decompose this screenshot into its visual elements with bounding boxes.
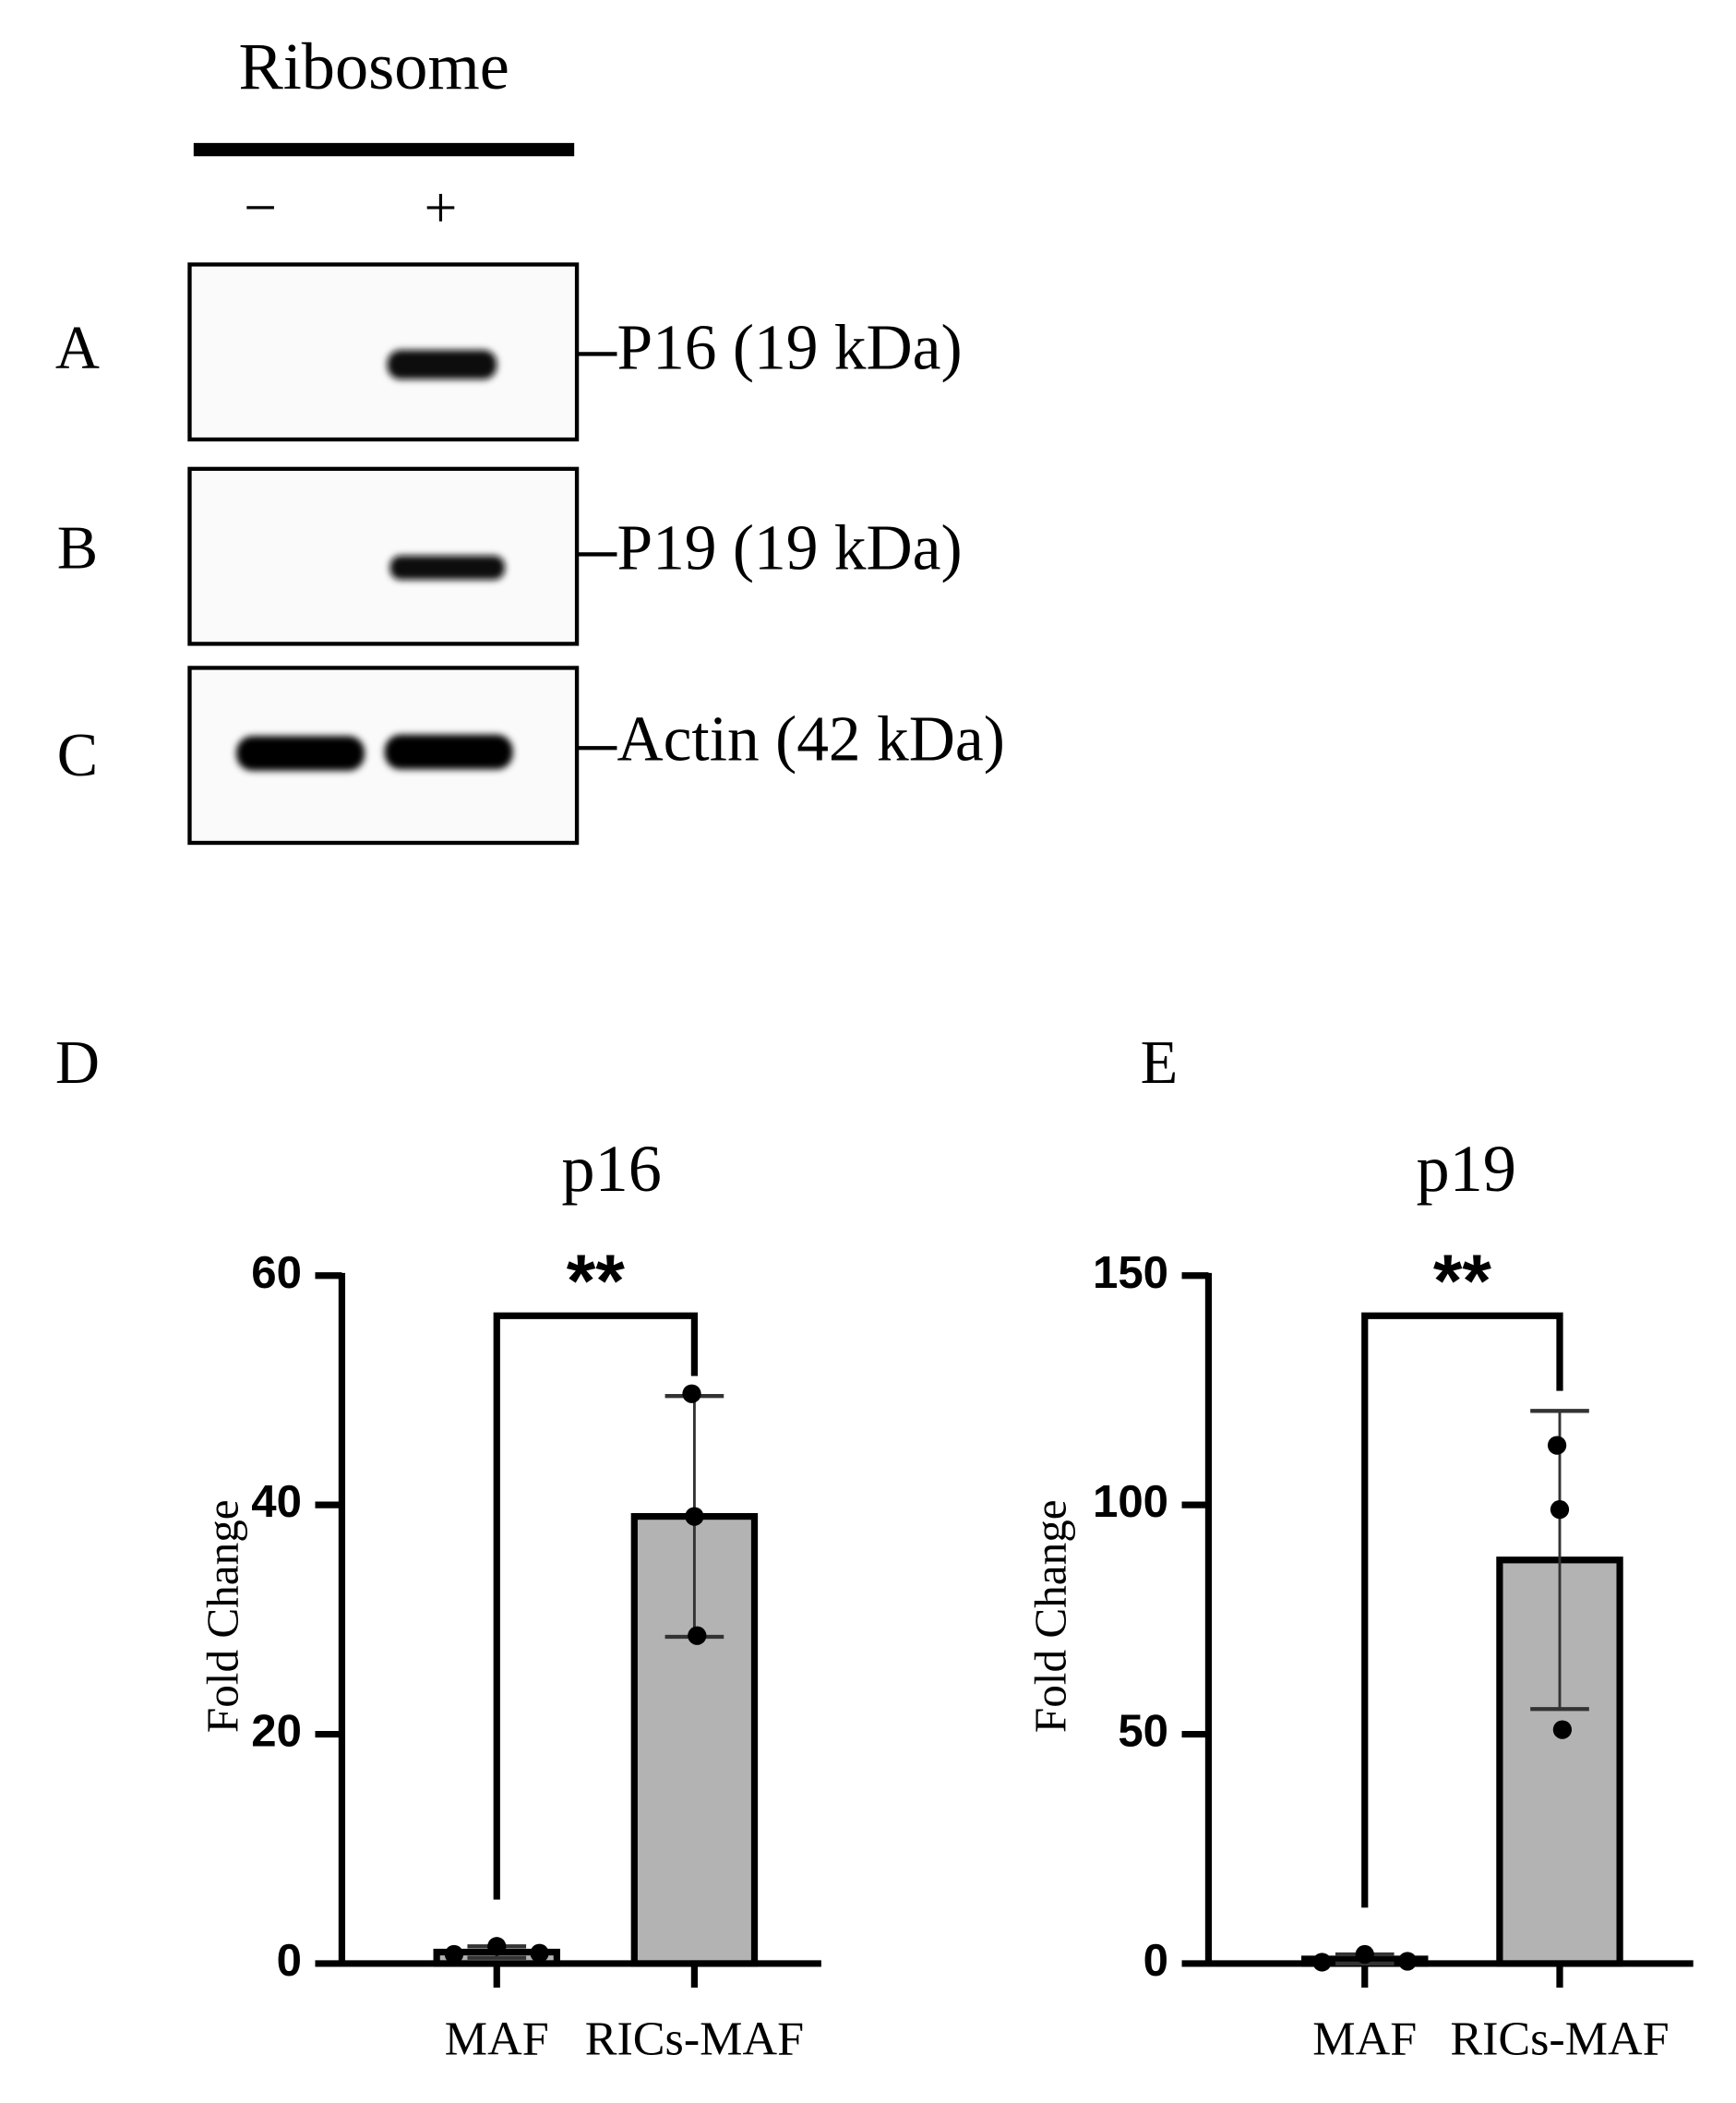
significance-bracket: [1361, 1312, 1563, 1908]
band: [389, 555, 505, 580]
y-tick-label: 50: [1118, 1706, 1168, 1757]
panel-label: D: [55, 1029, 100, 1097]
x-tick-label: MAF: [1312, 2013, 1417, 2066]
y-axis-label: Fold Change: [1024, 1499, 1075, 1733]
data-point: [1312, 1953, 1332, 1972]
band: [384, 734, 513, 770]
data-point: [1552, 1720, 1573, 1739]
panel-label: B: [57, 515, 98, 583]
blot-box: [187, 262, 580, 442]
lane-label: −: [244, 174, 277, 240]
x-tick-label: RICs-MAF: [1450, 2013, 1669, 2066]
chart-title: p16: [561, 1132, 662, 1206]
data-point: [1397, 1952, 1418, 1971]
x-tick-label: MAF: [445, 2013, 549, 2066]
data-point: [688, 1626, 707, 1645]
blot-title: Ribosome: [238, 30, 509, 103]
y-tick-label: 40: [251, 1476, 302, 1527]
panel-label: E: [1141, 1029, 1179, 1097]
y-tick-label: 100: [1093, 1476, 1168, 1527]
data-point: [685, 1507, 704, 1526]
chart-title: p19: [1416, 1132, 1516, 1206]
data-point: [1550, 1500, 1570, 1520]
y-tick-label: 60: [251, 1247, 302, 1298]
y-tick-label: 150: [1093, 1247, 1168, 1298]
lane-label: +: [425, 174, 458, 240]
band-label: Actin (42 kDa): [617, 703, 1004, 775]
band-label: P16 (19 kDa): [617, 312, 962, 383]
blot-box: [187, 466, 580, 646]
data-point: [530, 1943, 549, 1963]
panel-label: C: [57, 722, 98, 789]
data-point: [444, 1944, 464, 1965]
x-tick-label: RICs-MAF: [585, 2013, 804, 2066]
data-point: [1355, 1944, 1374, 1965]
significance-bracket: [493, 1312, 699, 1900]
band: [387, 350, 497, 379]
panel-label: A: [55, 315, 100, 382]
band: [236, 736, 365, 771]
significance-label: **: [567, 1240, 626, 1323]
y-tick-label: 20: [251, 1706, 302, 1757]
band-label: P19 (19 kDa): [617, 512, 962, 583]
data-point: [682, 1384, 701, 1403]
significance-label: **: [1433, 1240, 1492, 1323]
data-point: [487, 1937, 507, 1956]
y-axis-label: Fold Change: [197, 1499, 247, 1733]
y-tick-label: 0: [1143, 1935, 1168, 1986]
y-tick-label: 0: [277, 1935, 302, 1986]
data-point: [1547, 1436, 1567, 1455]
